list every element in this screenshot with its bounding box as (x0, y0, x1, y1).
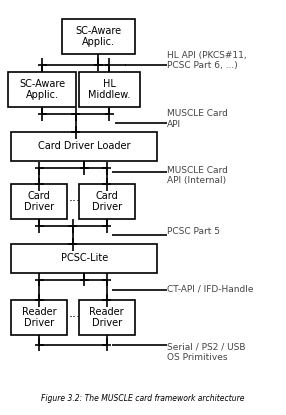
Text: PCSC-Lite: PCSC-Lite (61, 253, 108, 264)
Text: HL
Middlew.: HL Middlew. (88, 79, 130, 100)
Bar (9, 72, 76, 107)
Text: ···: ··· (68, 311, 80, 324)
Text: Reader
Driver: Reader Driver (22, 307, 57, 328)
Text: Figure 3.2: The MUSCLE card framework architecture: Figure 3.2: The MUSCLE card framework ar… (41, 394, 245, 403)
Bar (11, 132, 157, 161)
Bar (79, 300, 135, 334)
Text: MUSCLE Card
API (Internal): MUSCLE Card API (Internal) (167, 166, 228, 186)
Bar (79, 72, 140, 107)
Bar (79, 184, 135, 219)
Bar (11, 244, 157, 273)
Text: Card
Driver: Card Driver (92, 190, 122, 212)
Text: PCSC Part 5: PCSC Part 5 (167, 227, 220, 237)
Bar (62, 20, 135, 54)
Text: MUSCLE Card
API: MUSCLE Card API (167, 109, 228, 129)
Text: CT-API / IFD-Handle: CT-API / IFD-Handle (167, 284, 253, 293)
Text: Card Driver Loader: Card Driver Loader (38, 142, 130, 151)
Text: SC-Aware
Applic.: SC-Aware Applic. (19, 79, 65, 100)
Text: HL API (PKCS#11,
PCSC Part 6, ...): HL API (PKCS#11, PCSC Part 6, ...) (167, 51, 247, 70)
Bar (11, 300, 67, 334)
Text: SC-Aware
Applic.: SC-Aware Applic. (75, 26, 121, 47)
Text: Serial / PS2 / USB
OS Primitives: Serial / PS2 / USB OS Primitives (167, 343, 245, 362)
Text: Card
Driver: Card Driver (24, 190, 54, 212)
Text: Reader
Driver: Reader Driver (89, 307, 124, 328)
Bar (11, 184, 67, 219)
Text: ···: ··· (68, 195, 80, 208)
